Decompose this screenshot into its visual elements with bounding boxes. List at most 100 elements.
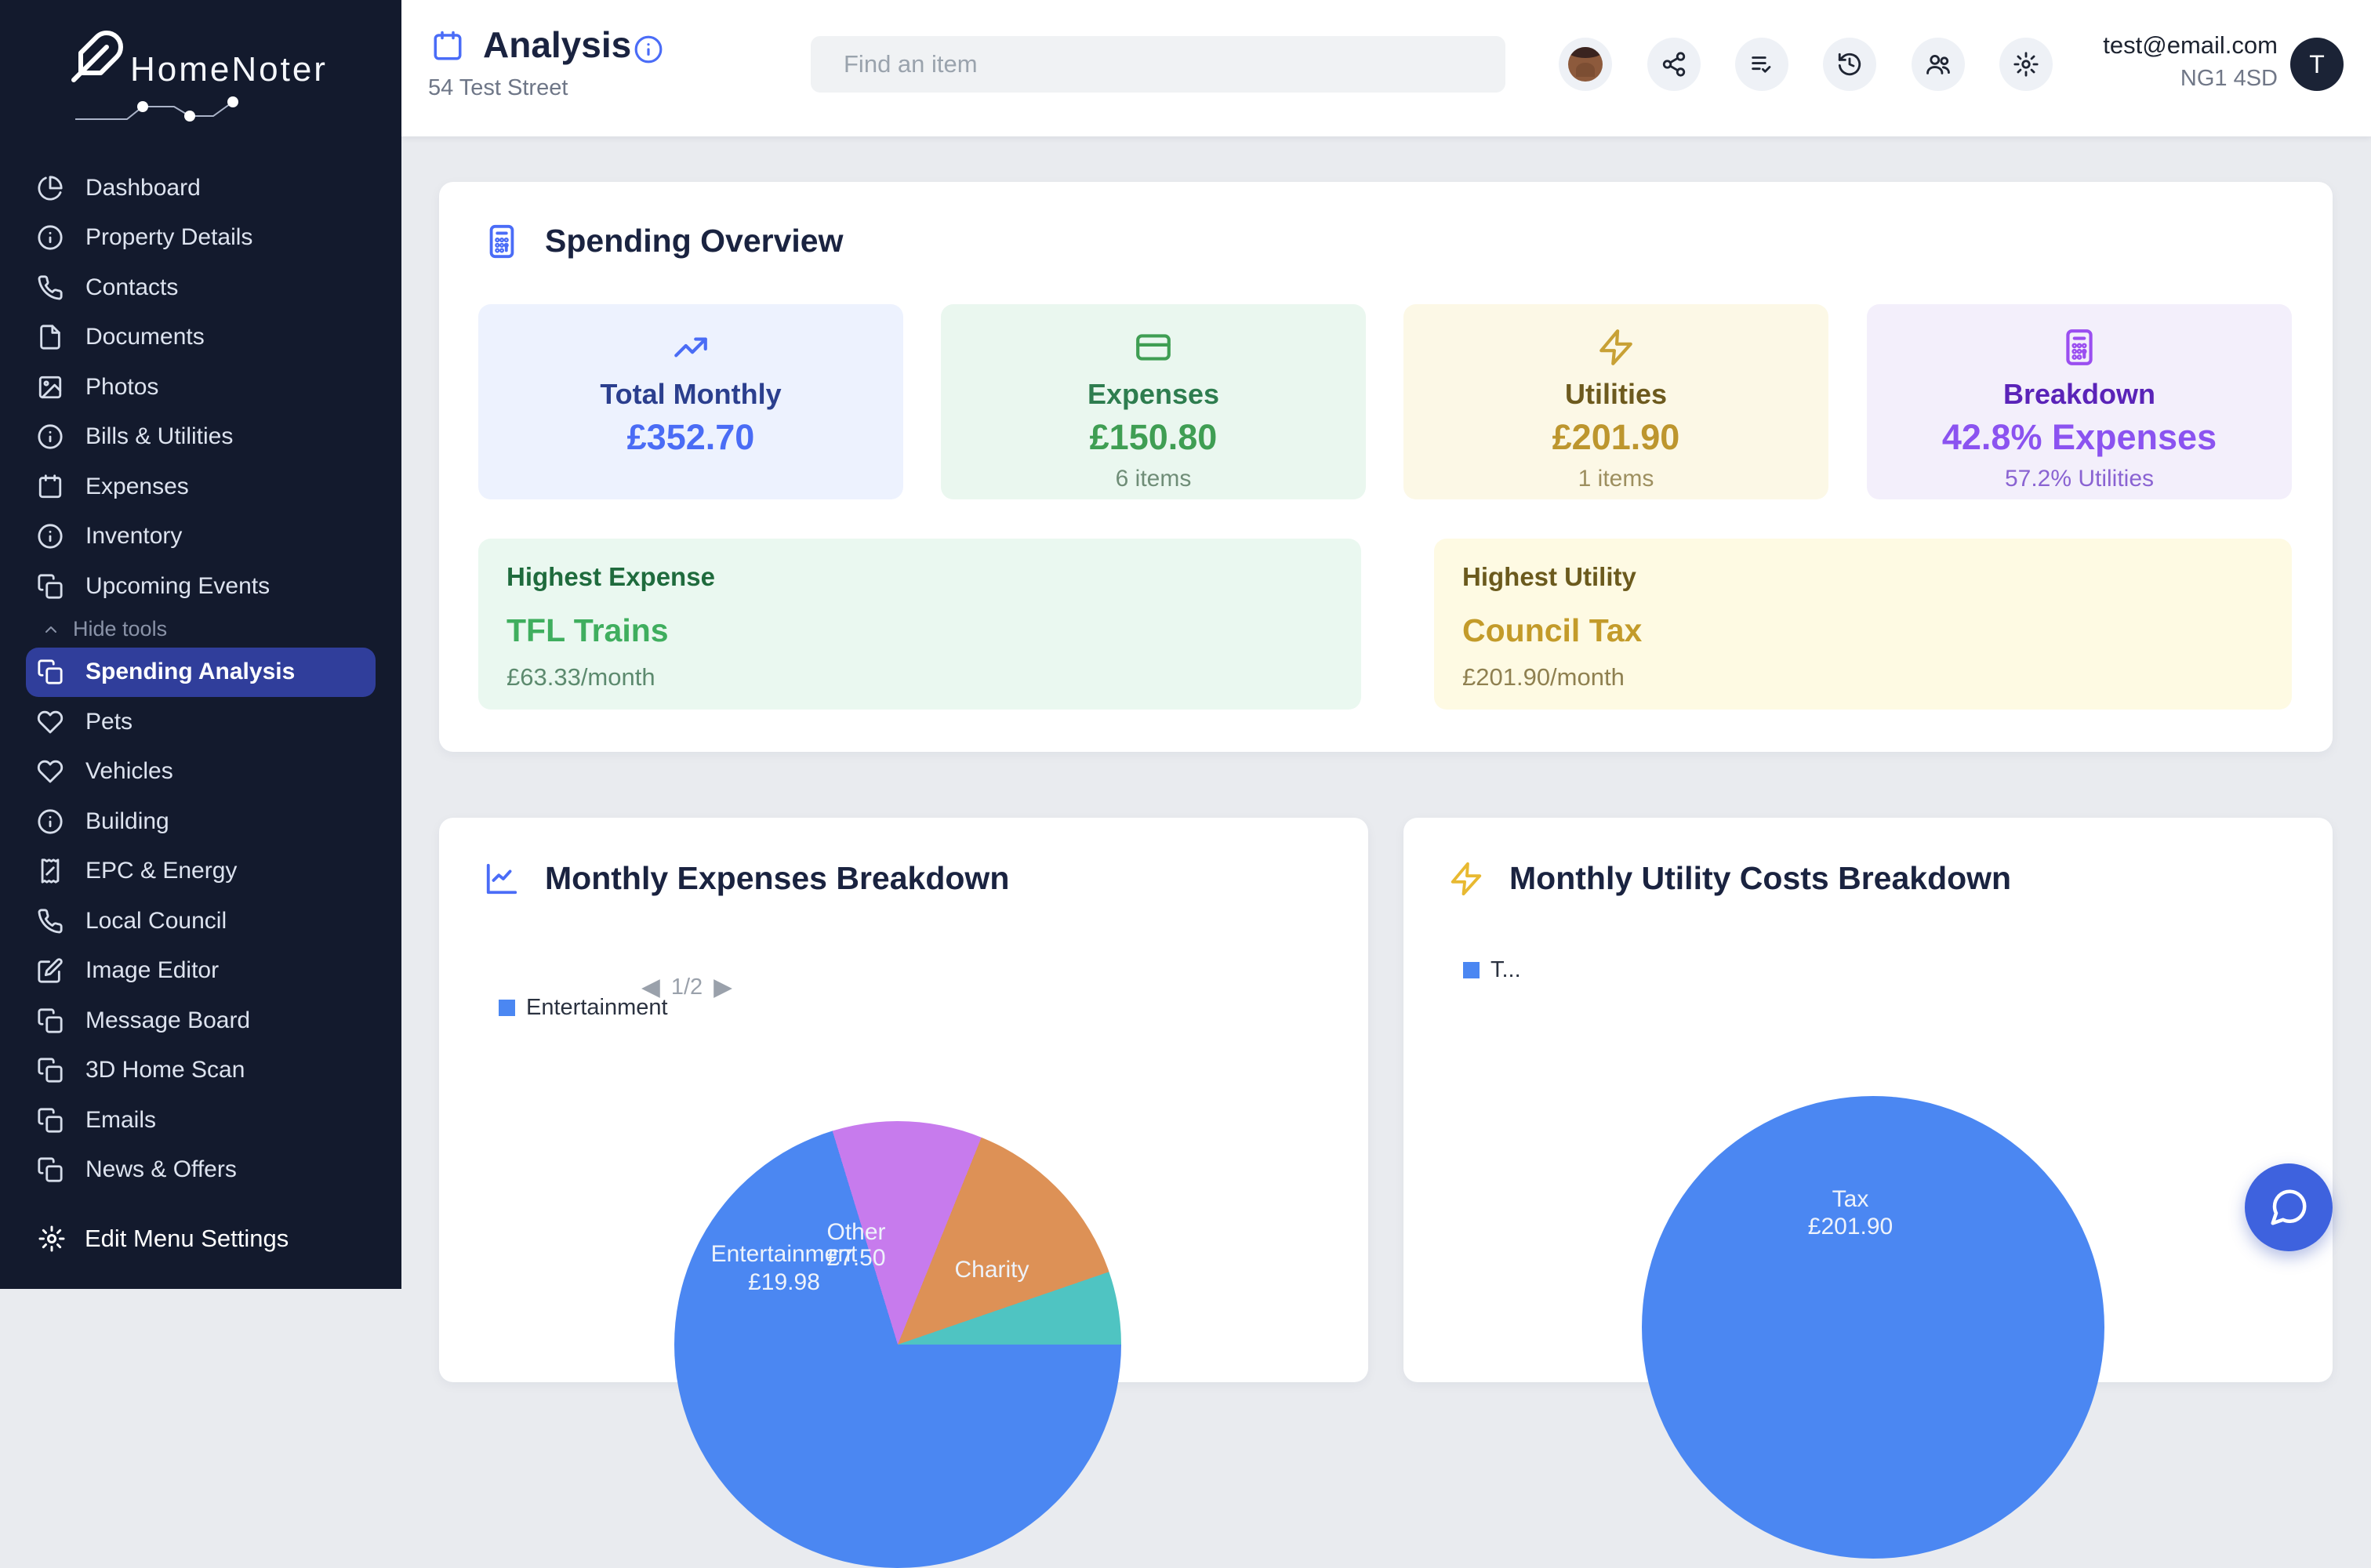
sidebar-item-3d-home-scan[interactable]: 3D Home Scan	[26, 1046, 376, 1096]
highest-utility-card: Highest Utility Council Tax £201.90/mont…	[1434, 539, 2292, 710]
sidebar-item-local-council[interactable]: Local Council	[26, 896, 376, 946]
sidebar-item-news-offers[interactable]: News & Offers	[26, 1145, 376, 1196]
stat-label: Breakdown	[2002, 378, 2156, 410]
sidebar-item-label: Local Council	[85, 907, 227, 934]
stat-sub: 1 items	[1578, 466, 1654, 492]
avatar-woman-icon	[1568, 47, 1603, 82]
sidebar-item-building[interactable]: Building	[26, 797, 376, 847]
user-avatar[interactable]: T	[2290, 38, 2344, 91]
share-icon	[1662, 52, 1686, 77]
profile-avatar-button[interactable]	[1559, 38, 1612, 91]
chevron-up-icon	[45, 626, 56, 633]
stat-value: £352.70	[626, 417, 755, 457]
calendar-icon	[38, 474, 62, 498]
settings-button[interactable]	[1999, 38, 2053, 91]
sidebar-item-photos[interactable]: Photos	[26, 362, 376, 412]
sidebar-item-inventory[interactable]: Inventory	[26, 512, 376, 562]
sidebar-item-emails[interactable]: Emails	[26, 1095, 376, 1145]
sidebar-item-label: Vehicles	[85, 758, 173, 785]
legend-next-icon[interactable]: ▶	[713, 973, 733, 1000]
copy-icon	[38, 1157, 63, 1182]
heart-icon	[37, 710, 64, 734]
stat-value: £150.80	[1089, 417, 1218, 457]
heart-icon	[37, 760, 64, 783]
legend-page-indicator: 1/2	[670, 974, 703, 1000]
list-check-icon	[1752, 56, 1771, 73]
calculator-icon	[2066, 329, 2093, 365]
legend-item-tax[interactable]: T...	[1463, 957, 1521, 983]
pie-chart-icon	[38, 176, 63, 201]
history-button[interactable]	[1823, 38, 1876, 91]
sidebar-item-dashboard[interactable]: Dashboard	[26, 163, 376, 213]
app-logo: HomeNoter	[69, 17, 328, 96]
search-input[interactable]	[811, 36, 1505, 93]
pie-slice-label: Entertainment	[710, 1241, 858, 1267]
sidebar-item-label: Bills & Utilities	[85, 423, 234, 450]
copy-icon	[38, 574, 63, 599]
sidebar-item-upcoming-events[interactable]: Upcoming Events	[26, 561, 376, 612]
gear-icon	[2013, 52, 2039, 77]
members-button[interactable]	[1912, 38, 1965, 91]
sidebar-item-message-board[interactable]: Message Board	[26, 996, 376, 1046]
share-button[interactable]	[1647, 38, 1701, 91]
utilities-pie-chart[interactable]: Tax £201.90	[1642, 1096, 2104, 1559]
line-chart-icon	[486, 863, 517, 894]
stat-expenses: Expenses £150.80 6 items	[941, 304, 1366, 499]
people-icon	[1926, 54, 1950, 74]
sidebar-item-label: Building	[85, 808, 169, 834]
lightning-icon	[1451, 862, 1482, 895]
highlight-name: Council Tax	[1462, 612, 1643, 648]
calendar-icon	[434, 31, 462, 60]
phone-icon	[38, 909, 63, 934]
hide-tools-label: Hide tools	[73, 617, 168, 641]
sidebar-item-documents[interactable]: Documents	[26, 313, 376, 363]
stat-sub: 57.2% Utilities	[2004, 466, 2155, 492]
section-title: Monthly Utility Costs Breakdown	[1509, 860, 2012, 896]
legend-pagination: ◀ 1/2 ▶	[641, 973, 732, 1001]
highlight-title: Highest Utility	[1462, 562, 1636, 591]
copy-icon	[38, 1058, 63, 1083]
sidebar-item-label: Dashboard	[85, 174, 201, 201]
user-postcode: NG1 4SD	[2180, 66, 2278, 91]
stat-value: 42.8% Expenses	[1941, 417, 2217, 457]
file-icon	[40, 325, 60, 350]
stat-label: Utilities	[1564, 378, 1668, 410]
hide-tools-toggle[interactable]: Hide tools	[26, 612, 376, 648]
stat-value: £201.90	[1552, 417, 1680, 457]
sidebar-item-expenses[interactable]: Expenses	[26, 462, 376, 512]
monthly-utility-chart-card: Monthly Utility Costs Breakdown T... Tax…	[1403, 818, 2333, 1559]
sidebar-item-contacts[interactable]: Contacts	[26, 263, 376, 313]
highest-expense-card: Highest Expense TFL Trains £63.33/month	[478, 539, 1361, 710]
property-address: 54 Test Street	[428, 75, 568, 100]
highlight-title: Highest Expense	[507, 562, 715, 591]
sidebar-item-label: Property Details	[85, 224, 253, 251]
sidebar-item-label: Pets	[85, 708, 133, 735]
legend-prev-icon[interactable]: ◀	[641, 973, 660, 1000]
sidebar-item-bills-utilities[interactable]: Bills & Utilities	[26, 412, 376, 463]
phone-icon	[38, 275, 63, 300]
sidebar-item-property-details[interactable]: Property Details	[26, 213, 376, 263]
highlight-amount: £63.33/month	[507, 663, 655, 691]
sidebar-item-spending-analysis[interactable]: Spending Analysis	[26, 647, 376, 697]
sidebar-item-label: Spending Analysis	[85, 659, 296, 685]
sidebar-item-label: 3D Home Scan	[85, 1057, 245, 1083]
sidebar-item-pets[interactable]: Pets	[26, 697, 376, 747]
legend-label: Entertainment	[526, 995, 668, 1020]
expenses-pie-chart[interactable]: Entertainment £19.98 Other £7.50 Charity	[674, 1121, 1121, 1568]
image-icon	[38, 376, 62, 398]
sidebar-item-vehicles[interactable]: Vehicles	[26, 747, 376, 797]
sidebar-item-image-editor[interactable]: Image Editor	[26, 946, 376, 996]
sidebar-item-label: Inventory	[85, 523, 183, 550]
sidebar-item-label: Emails	[85, 1106, 157, 1133]
edit-menu-settings-button[interactable]: Edit Menu Settings	[38, 1225, 289, 1253]
chat-button[interactable]	[2245, 1163, 2333, 1251]
credit-card-icon	[1136, 334, 1171, 361]
legend-item-entertainment[interactable]: Entertainment	[499, 995, 668, 1021]
info-icon	[38, 809, 63, 834]
sidebar-item-epc-energy[interactable]: EPC & Energy	[26, 847, 376, 897]
stat-utilities: Utilities £201.90 1 items	[1403, 304, 1828, 499]
stat-sub: 6 items	[1115, 466, 1192, 492]
tasks-button[interactable]	[1735, 38, 1788, 91]
app-name: HomeNoter	[130, 50, 328, 89]
info-icon[interactable]	[634, 34, 663, 64]
